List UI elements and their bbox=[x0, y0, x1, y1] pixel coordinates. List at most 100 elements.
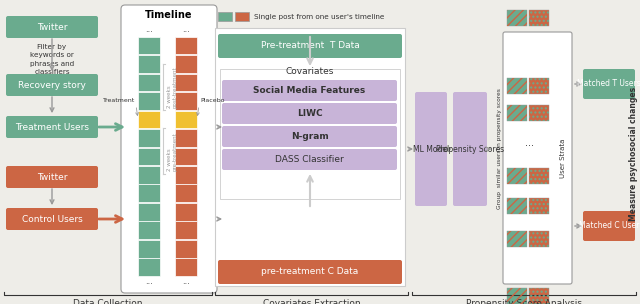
Bar bbox=[138, 258, 160, 276]
Bar bbox=[175, 111, 197, 128]
Text: Treatment Users: Treatment Users bbox=[15, 123, 89, 132]
Bar bbox=[529, 231, 549, 247]
Text: Matched T Users: Matched T Users bbox=[577, 80, 640, 88]
Bar bbox=[529, 288, 549, 304]
Bar bbox=[175, 240, 197, 257]
Bar bbox=[507, 105, 527, 121]
Bar bbox=[529, 168, 549, 184]
Text: 2 weeks
post-treatment: 2 weeks post-treatment bbox=[167, 66, 178, 108]
Bar bbox=[529, 168, 549, 184]
FancyBboxPatch shape bbox=[222, 103, 397, 124]
Bar bbox=[215, 28, 405, 286]
Text: Single post from one user's timeline: Single post from one user's timeline bbox=[254, 13, 385, 19]
Bar bbox=[175, 221, 197, 239]
Bar bbox=[220, 69, 400, 199]
Bar bbox=[175, 185, 197, 202]
FancyBboxPatch shape bbox=[6, 208, 98, 230]
Bar bbox=[507, 231, 527, 247]
Bar bbox=[175, 92, 197, 110]
Bar bbox=[175, 258, 197, 276]
Bar bbox=[175, 55, 197, 73]
Text: Pre-treatment  T Data: Pre-treatment T Data bbox=[260, 42, 360, 50]
Text: ...: ... bbox=[182, 278, 190, 286]
Text: Treatment: Treatment bbox=[103, 98, 135, 103]
Bar bbox=[507, 105, 527, 121]
Text: Control Users: Control Users bbox=[22, 215, 83, 223]
Bar bbox=[529, 105, 549, 121]
Text: 2 weeks
pre-treatment: 2 weeks pre-treatment bbox=[167, 132, 178, 171]
Text: Covariates: Covariates bbox=[286, 67, 334, 77]
Bar bbox=[507, 78, 527, 94]
Text: Propensity Score Analysis: Propensity Score Analysis bbox=[466, 299, 582, 304]
FancyBboxPatch shape bbox=[218, 34, 402, 58]
Bar bbox=[138, 111, 160, 128]
Text: Timeline: Timeline bbox=[145, 10, 193, 20]
FancyBboxPatch shape bbox=[222, 80, 397, 101]
FancyBboxPatch shape bbox=[218, 260, 402, 284]
Text: ...: ... bbox=[525, 138, 534, 148]
Bar bbox=[529, 105, 549, 121]
Bar bbox=[138, 55, 160, 73]
Text: Measure psychosocial changes: Measure psychosocial changes bbox=[630, 87, 639, 221]
Bar bbox=[507, 198, 527, 214]
Text: Filter by
keywords or
phrases and
classifiers: Filter by keywords or phrases and classi… bbox=[30, 44, 74, 75]
Bar bbox=[138, 92, 160, 110]
Bar bbox=[138, 166, 160, 184]
Bar bbox=[138, 221, 160, 239]
Bar bbox=[175, 74, 197, 92]
Text: Social Media Features: Social Media Features bbox=[253, 86, 365, 95]
Bar bbox=[529, 10, 549, 26]
FancyBboxPatch shape bbox=[583, 69, 635, 99]
Text: pre-treatment C Data: pre-treatment C Data bbox=[261, 268, 358, 277]
Bar bbox=[529, 10, 549, 26]
Bar bbox=[175, 203, 197, 221]
Bar bbox=[218, 12, 232, 21]
Bar bbox=[507, 78, 527, 94]
FancyBboxPatch shape bbox=[583, 211, 635, 241]
Bar bbox=[507, 168, 527, 184]
Text: Twitter: Twitter bbox=[36, 172, 67, 181]
Text: ...: ... bbox=[145, 26, 153, 34]
Bar bbox=[529, 78, 549, 94]
Text: N-gram: N-gram bbox=[291, 132, 328, 141]
Text: Data Collection: Data Collection bbox=[73, 299, 143, 304]
Bar bbox=[138, 74, 160, 92]
Bar bbox=[529, 198, 549, 214]
Bar bbox=[529, 231, 549, 247]
Text: Propensity Scores: Propensity Scores bbox=[436, 144, 504, 154]
FancyBboxPatch shape bbox=[222, 149, 397, 170]
Bar bbox=[175, 129, 197, 147]
Bar bbox=[507, 231, 527, 247]
Text: Recovery story: Recovery story bbox=[18, 81, 86, 89]
Bar bbox=[529, 288, 549, 304]
FancyBboxPatch shape bbox=[453, 92, 487, 206]
Text: User Strata: User Strata bbox=[560, 138, 566, 178]
Text: Placebo: Placebo bbox=[200, 98, 225, 103]
Bar bbox=[138, 37, 160, 54]
Bar bbox=[507, 168, 527, 184]
FancyBboxPatch shape bbox=[6, 166, 98, 188]
Bar bbox=[138, 240, 160, 257]
FancyBboxPatch shape bbox=[6, 116, 98, 138]
Text: ...: ... bbox=[145, 278, 153, 286]
FancyBboxPatch shape bbox=[6, 74, 98, 96]
FancyBboxPatch shape bbox=[415, 92, 447, 206]
Bar bbox=[529, 198, 549, 214]
Text: Covariates Extraction: Covariates Extraction bbox=[262, 299, 360, 304]
FancyBboxPatch shape bbox=[222, 126, 397, 147]
Text: DASS Classifier: DASS Classifier bbox=[275, 155, 344, 164]
Text: Group  similar userson propensity scores: Group similar userson propensity scores bbox=[497, 88, 502, 209]
Text: ...: ... bbox=[182, 26, 190, 34]
Text: Twitter: Twitter bbox=[36, 22, 67, 32]
FancyBboxPatch shape bbox=[503, 32, 572, 284]
Bar bbox=[507, 10, 527, 26]
Text: Matched C User: Matched C User bbox=[579, 222, 639, 230]
FancyBboxPatch shape bbox=[121, 5, 217, 293]
Text: ML Model: ML Model bbox=[413, 144, 449, 154]
Bar bbox=[507, 288, 527, 304]
Bar bbox=[175, 166, 197, 184]
Bar bbox=[175, 147, 197, 165]
Bar bbox=[138, 185, 160, 202]
Bar bbox=[138, 147, 160, 165]
Bar bbox=[507, 10, 527, 26]
